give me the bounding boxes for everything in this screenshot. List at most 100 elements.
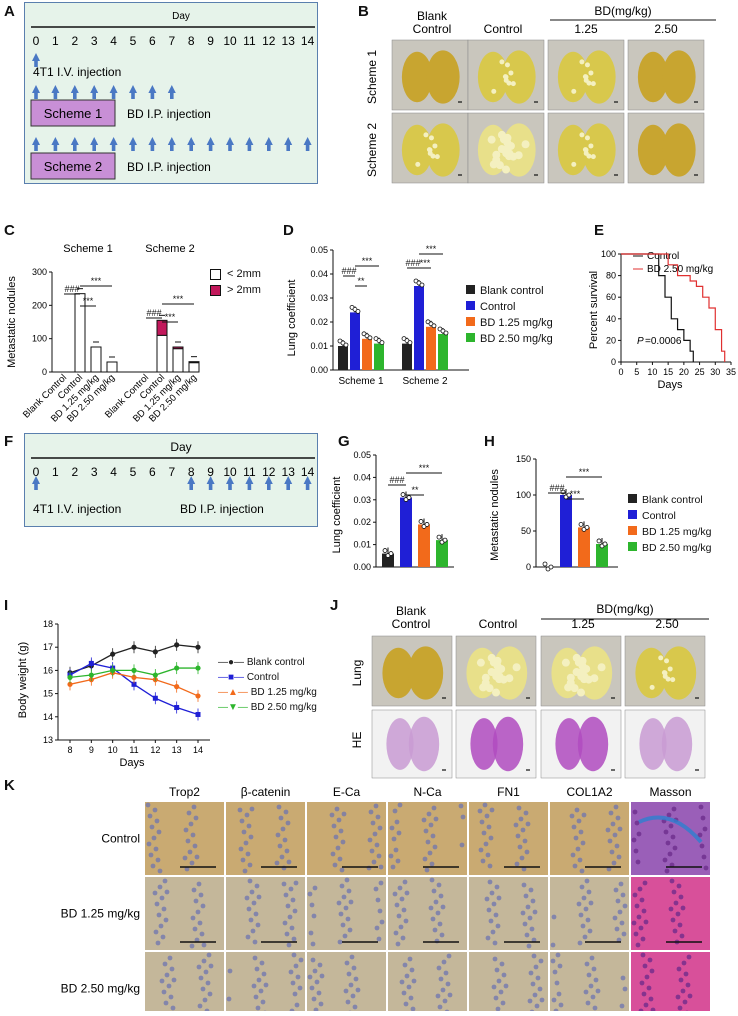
nucleus [244, 841, 249, 846]
nodule [415, 162, 420, 167]
nucleus [377, 854, 382, 859]
nucleus [405, 891, 410, 896]
nucleus [437, 883, 442, 888]
nucleus [615, 927, 620, 932]
nucleus [482, 831, 487, 836]
nodule [664, 658, 669, 663]
day-tick-4: 4 [110, 465, 117, 479]
panel-c-chart: Metastatic nodules Scheme 1 Scheme 2 010… [0, 232, 200, 432]
nucleus [331, 852, 336, 857]
nodule [658, 655, 663, 660]
panel-g-ytick-label: 0.01 [353, 540, 371, 550]
nucleus [635, 904, 640, 909]
nucleus [345, 961, 350, 966]
panel-j-col-bd1: 1.25 [571, 617, 595, 631]
nucleus [536, 976, 541, 981]
nucleus [158, 885, 163, 890]
nucleus [197, 882, 202, 887]
day-tick-11: 11 [243, 34, 256, 48]
nucleus [620, 921, 625, 926]
panel-b: Blank Control Control BD(mg/kg) 1.25 2.5… [360, 0, 730, 185]
nucleus [623, 904, 628, 909]
nucleus [162, 990, 167, 995]
nodule [585, 62, 590, 67]
nucleus [523, 839, 528, 844]
nucleus [206, 981, 211, 986]
nucleus [496, 924, 501, 929]
panel-h-point [549, 565, 553, 569]
nucleus [525, 933, 530, 938]
nucleus [280, 855, 285, 860]
nucleus [641, 937, 646, 942]
nucleus [332, 824, 337, 829]
nucleus [665, 869, 670, 874]
nucleus [313, 886, 318, 891]
panel-a-scheme2-label: Scheme 2 [44, 159, 103, 174]
panel-h-sig-3a: *** [570, 489, 581, 499]
nodule [503, 148, 511, 156]
nodule [482, 679, 490, 687]
nucleus [347, 972, 352, 977]
panel-g-point [437, 535, 441, 539]
legend-h-control-label: Control [642, 510, 676, 522]
nucleus [613, 916, 618, 921]
day-tick-7: 7 [168, 34, 175, 48]
panel-j-row1: Lung [350, 660, 364, 687]
panel-d-xtick-label: Scheme 1 [338, 376, 383, 387]
panel-d-xtick-label: Scheme 2 [402, 376, 447, 387]
panel-e-ytick-label: 80 [606, 271, 616, 281]
panel-c-scheme2: Scheme 2 [145, 243, 195, 255]
nucleus [398, 886, 403, 891]
panel-i-marker-3 [195, 665, 200, 670]
arrow-icon [187, 137, 195, 151]
nucleus [341, 840, 346, 845]
panel-j-photo-he-c2 [456, 710, 536, 778]
nucleus [531, 982, 536, 987]
nucleus [703, 827, 708, 832]
nucleus [192, 805, 197, 810]
arrow-icon [265, 137, 273, 151]
arrow-icon [284, 137, 292, 151]
nucleus [671, 835, 676, 840]
nucleus [676, 912, 681, 917]
nucleus [319, 1002, 324, 1007]
panel-g-ytick-label: 0.00 [353, 562, 371, 572]
nucleus [433, 845, 438, 850]
nucleus [616, 899, 621, 904]
legend-label-lt2mm: < 2mm [227, 268, 261, 280]
nodule [429, 135, 434, 140]
panel-d-bar-3-1 [438, 334, 448, 370]
panel-g-chart: Lung coefficient 0.000.010.020.030.040.0… [328, 445, 458, 585]
nucleus [253, 940, 258, 945]
panel-h-legend: Blank control Control BD 1.25 mg/kg BD 2… [628, 492, 711, 556]
nucleus [678, 923, 683, 928]
nucleus [409, 996, 414, 1001]
nucleus [261, 1000, 266, 1005]
nucleus [276, 833, 281, 838]
nucleus [402, 908, 407, 913]
nodule [502, 166, 510, 174]
panel-b-svg: Blank Control Control BD(mg/kg) 1.25 2.5… [360, 0, 730, 185]
nucleus [395, 820, 400, 825]
nucleus [673, 929, 678, 934]
nucleus [240, 819, 245, 824]
nodule [488, 136, 496, 144]
nucleus [497, 979, 502, 984]
nucleus [585, 962, 590, 967]
panel-c-ytick-label: 200 [32, 300, 47, 310]
panel-h-bar-1 [560, 495, 572, 567]
nucleus [499, 990, 504, 995]
nucleus [589, 901, 594, 906]
nucleus [674, 901, 679, 906]
nucleus [431, 834, 436, 839]
panel-j-col-blank-2: Control [392, 617, 431, 631]
legend-d-control: Control [466, 299, 553, 315]
panel-k-micrograph-r2-c6 [550, 877, 629, 950]
nucleus [620, 1004, 625, 1009]
nucleus [551, 943, 556, 948]
nodule [583, 74, 588, 79]
nucleus [195, 855, 200, 860]
day-tick-2: 2 [71, 465, 78, 479]
